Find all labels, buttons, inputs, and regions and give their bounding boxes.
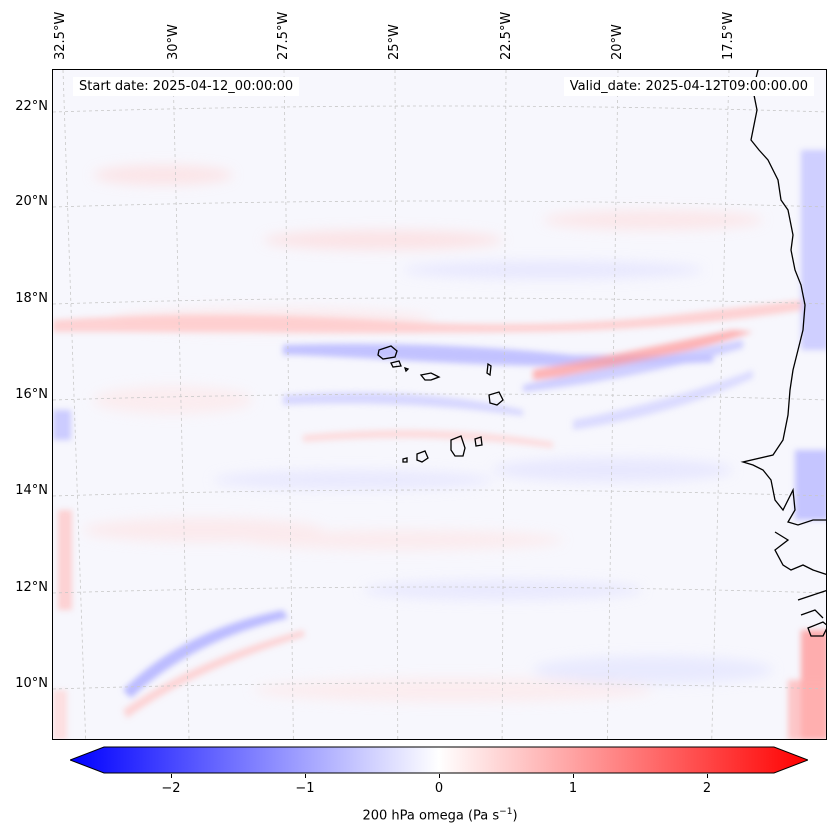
colorbar xyxy=(68,746,810,774)
longitude-label: 25°W xyxy=(387,24,402,60)
longitude-label: 22.5°W xyxy=(499,11,514,60)
island-brava xyxy=(402,457,408,463)
colorbar-tick xyxy=(305,774,306,778)
latitude-gridline xyxy=(53,682,826,690)
latitude-gridline xyxy=(53,105,826,113)
longitude-label: 30°W xyxy=(166,24,181,60)
valid-date-label: Valid_date: 2025-04-12T09:00:00.00 xyxy=(563,77,814,96)
colorbar-tick-label: 1 xyxy=(568,781,578,796)
longitude-gridline xyxy=(501,70,507,739)
colorbar-tick xyxy=(171,774,172,778)
colorbar-tick xyxy=(707,774,708,778)
latitude-label: 14°N xyxy=(15,483,48,498)
island-santiago xyxy=(450,435,466,457)
colorbar-tick xyxy=(439,774,440,778)
island-santo-antao xyxy=(377,345,398,360)
island-maio xyxy=(474,436,483,447)
island-santa-luzia xyxy=(403,366,410,373)
map-gridlines xyxy=(53,70,826,739)
latitude-gridline xyxy=(53,586,826,594)
map-panel[interactable] xyxy=(52,69,827,740)
island-sal xyxy=(486,362,492,377)
latitude-label: 16°N xyxy=(15,387,48,402)
latitude-gridline xyxy=(53,393,826,401)
colorbar-label: 200 hPa omega (Pa s−1) xyxy=(362,807,518,824)
longitude-gridline xyxy=(62,70,87,739)
island-fogo xyxy=(416,450,429,463)
latitude-label: 12°N xyxy=(15,580,48,595)
longitude-label: 20°W xyxy=(610,24,625,60)
longitude-label: 27.5°W xyxy=(276,11,291,60)
colorbar-tick-label: −2 xyxy=(161,781,181,796)
latitude-label: 10°N xyxy=(15,676,48,691)
longitude-label: 17.5°W xyxy=(721,11,736,60)
latitude-gridline xyxy=(53,297,826,305)
latitude-label: 20°N xyxy=(15,194,48,209)
latitude-label: 18°N xyxy=(15,291,48,306)
island-sao-nicolau xyxy=(419,372,441,381)
latitude-label: 22°N xyxy=(15,99,48,114)
omega-shading xyxy=(53,150,826,739)
longitude-gridline xyxy=(394,70,399,739)
omega-field-map xyxy=(53,70,826,739)
latitude-gridline xyxy=(53,489,826,497)
longitude-gridline xyxy=(283,70,294,739)
cape-verde-islands xyxy=(377,345,504,463)
colorbar-tick-label: −1 xyxy=(295,781,315,796)
start-date-label: Start date: 2025-04-12_00:00:00 xyxy=(73,77,300,96)
colorbar-tick-label: 2 xyxy=(702,781,712,796)
longitude-gridline xyxy=(172,70,190,739)
longitude-gridline xyxy=(711,70,730,739)
longitude-label: 32.5°W xyxy=(53,11,68,60)
colorbar-tick xyxy=(573,774,574,778)
island-boa-vista xyxy=(488,391,504,406)
longitude-gridline xyxy=(607,70,619,739)
island-sao-vicente xyxy=(390,360,402,368)
latitude-gridline xyxy=(53,200,826,208)
colorbar-tick-label: 0 xyxy=(434,781,444,796)
coastline xyxy=(740,70,826,637)
